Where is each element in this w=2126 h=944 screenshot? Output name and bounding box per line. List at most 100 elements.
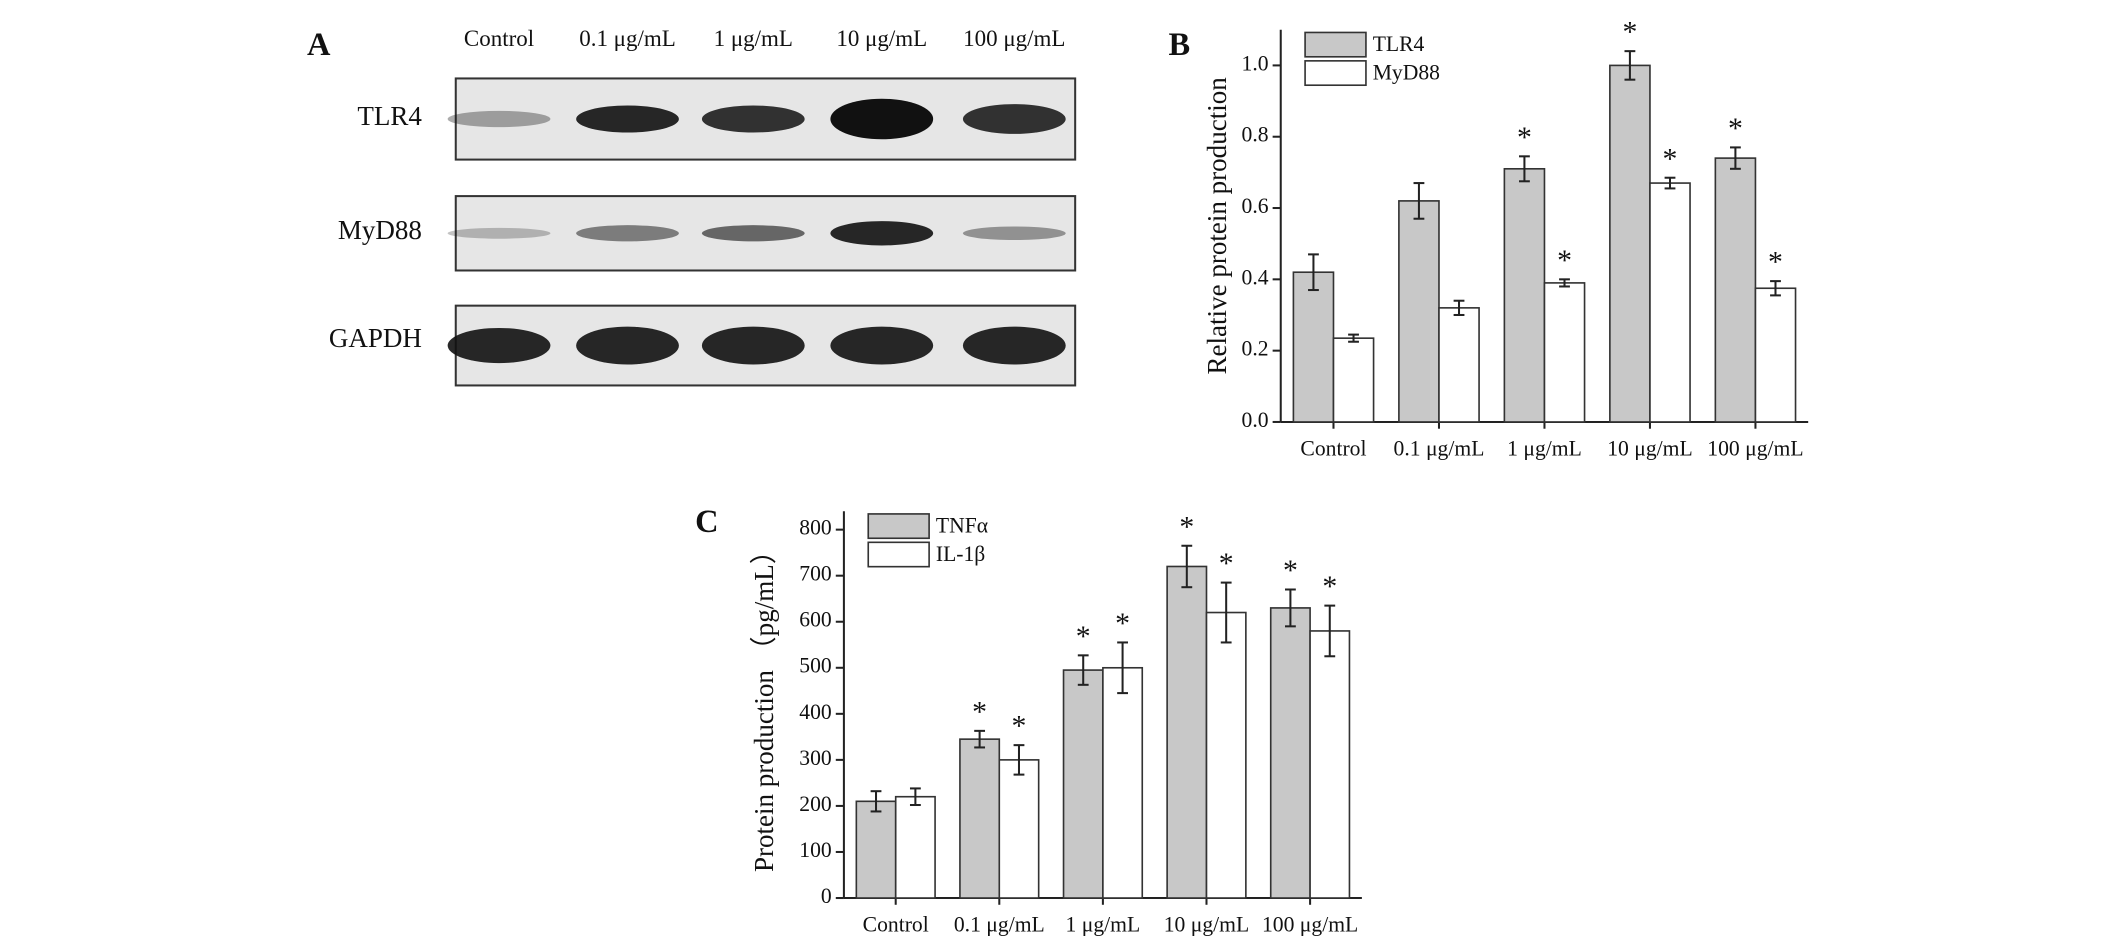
lane-label: 10 μg/mL bbox=[836, 26, 927, 51]
y-tick-label: 200 bbox=[799, 792, 831, 816]
error-bar bbox=[1284, 588, 1296, 628]
error-bar bbox=[1559, 278, 1570, 288]
error-bar bbox=[1348, 333, 1359, 343]
band bbox=[576, 225, 679, 242]
significance-marker: * bbox=[1768, 246, 1783, 279]
legend-label: TLR4 bbox=[1373, 32, 1425, 56]
error-bar bbox=[909, 787, 921, 807]
error-bar bbox=[1117, 641, 1128, 695]
legend-swatch bbox=[1304, 60, 1367, 87]
bar bbox=[959, 738, 1001, 899]
y-tick-label: 700 bbox=[799, 562, 831, 586]
panel-label: A bbox=[307, 27, 331, 63]
error-bar bbox=[1413, 182, 1425, 220]
error-bar bbox=[1324, 604, 1336, 658]
significance-marker: * bbox=[1557, 244, 1572, 277]
significance-marker: * bbox=[972, 695, 987, 728]
legend-label: TNFα bbox=[936, 513, 988, 537]
y-tick-label: 400 bbox=[799, 700, 831, 724]
y-tick-label: 600 bbox=[799, 608, 831, 632]
y-tick-label: 0 bbox=[821, 884, 832, 908]
y-tick-label: 0.0 bbox=[1242, 408, 1269, 432]
x-tick-label: Control bbox=[863, 912, 929, 936]
y-tick-label: 0.4 bbox=[1242, 265, 1269, 289]
band bbox=[576, 326, 679, 365]
x-tick-label: 0.1 μg/mL bbox=[954, 912, 1045, 936]
lane-label: Control bbox=[464, 26, 534, 51]
error-bar bbox=[974, 729, 986, 749]
x-tick-label: 0.1 μg/mL bbox=[1394, 436, 1485, 460]
x-tick-label: 100 μg/mL bbox=[1262, 912, 1358, 936]
significance-marker: * bbox=[1012, 710, 1027, 743]
band bbox=[701, 326, 805, 365]
y-tick-label: 100 bbox=[799, 838, 831, 862]
significance-marker: * bbox=[1728, 112, 1743, 145]
significance-marker: * bbox=[1179, 510, 1194, 543]
y-axis-title: Protein production （pg/mL） bbox=[749, 537, 779, 872]
bar bbox=[1438, 307, 1480, 423]
bar bbox=[1543, 282, 1586, 423]
band bbox=[830, 221, 934, 246]
significance-marker: * bbox=[1076, 620, 1091, 653]
error-bar bbox=[1220, 581, 1232, 644]
y-tick-label: 300 bbox=[799, 746, 831, 770]
x-tick-label: 1 μg/mL bbox=[1507, 436, 1582, 460]
bar bbox=[1102, 666, 1144, 899]
error-bar bbox=[1770, 280, 1781, 297]
bar bbox=[1714, 157, 1757, 423]
legend-swatch bbox=[867, 513, 930, 540]
error-bar bbox=[1077, 654, 1089, 686]
error-bar bbox=[1664, 176, 1676, 190]
bar bbox=[1609, 64, 1651, 423]
panel-label: B bbox=[1168, 27, 1190, 63]
x-tick-label: 1 μg/mL bbox=[1066, 912, 1141, 936]
bar bbox=[1754, 287, 1797, 423]
y-axis-title: Relative protein production bbox=[1202, 77, 1232, 375]
x-tick-label: Control bbox=[1300, 436, 1366, 460]
y-tick-label: 1.0 bbox=[1242, 51, 1269, 75]
band bbox=[447, 110, 551, 128]
error-bar bbox=[1519, 155, 1530, 183]
lane-label: 100 μg/mL bbox=[963, 26, 1065, 51]
significance-marker: * bbox=[1663, 142, 1678, 175]
significance-marker: * bbox=[1622, 16, 1637, 49]
error-bar bbox=[1013, 744, 1025, 776]
error-bar bbox=[1453, 299, 1465, 317]
error-bar bbox=[870, 790, 882, 813]
error-bar bbox=[1308, 253, 1319, 292]
bar bbox=[998, 759, 1040, 899]
significance-marker: * bbox=[1283, 554, 1298, 587]
significance-marker: * bbox=[1322, 570, 1337, 603]
bar bbox=[1269, 607, 1311, 899]
bar bbox=[1332, 337, 1375, 423]
significance-marker: * bbox=[1115, 607, 1130, 640]
band bbox=[830, 98, 934, 140]
legend-swatch bbox=[867, 541, 930, 568]
band bbox=[962, 326, 1066, 365]
bar bbox=[1503, 167, 1546, 423]
error-bar bbox=[1181, 544, 1193, 589]
band bbox=[447, 227, 551, 239]
protein-label: GAPDH bbox=[329, 323, 422, 353]
bar bbox=[1649, 182, 1691, 423]
band bbox=[830, 326, 934, 365]
error-bar bbox=[1729, 146, 1741, 170]
y-tick-label: 500 bbox=[799, 654, 831, 678]
significance-marker: * bbox=[1517, 121, 1532, 154]
y-tick-label: 0.8 bbox=[1242, 123, 1269, 147]
lane-label: 1 μg/mL bbox=[714, 26, 793, 51]
y-tick-label: 0.2 bbox=[1242, 337, 1269, 361]
bar bbox=[1309, 630, 1351, 899]
bar bbox=[855, 800, 897, 899]
significance-marker: * bbox=[1219, 547, 1234, 580]
x-tick-label: 100 μg/mL bbox=[1707, 436, 1803, 460]
bar bbox=[1205, 611, 1247, 899]
band bbox=[576, 105, 679, 133]
bar bbox=[1166, 565, 1208, 899]
error-bar bbox=[1624, 50, 1636, 81]
x-tick-label: 10 μg/mL bbox=[1607, 436, 1692, 460]
legend-swatch bbox=[1304, 31, 1367, 58]
protein-label: TLR4 bbox=[357, 101, 422, 131]
bar bbox=[1398, 200, 1440, 423]
